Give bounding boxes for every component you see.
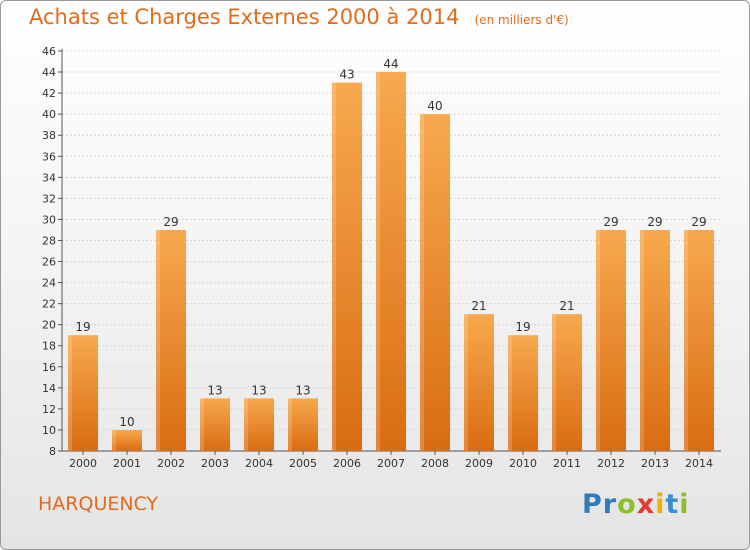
bar-highlight (68, 335, 72, 451)
bar-2014 (684, 229, 714, 451)
y-tick-label: 44 (42, 66, 56, 79)
bar-2004 (244, 398, 274, 451)
x-tick-label-2001: 2001 (113, 457, 141, 470)
x-tick-label-2011: 2011 (553, 457, 581, 470)
bar-2013 (640, 229, 670, 451)
y-tick-label: 38 (42, 129, 56, 142)
bar-highlight (596, 229, 600, 451)
y-tick-label: 12 (42, 403, 56, 416)
data-label-2011: 21 (559, 299, 574, 313)
bar-highlight (684, 229, 688, 451)
y-tick-label: 22 (42, 298, 56, 311)
x-tick-label-2008: 2008 (421, 457, 449, 470)
bar-highlight (640, 229, 644, 451)
data-label-2014: 29 (691, 215, 706, 229)
x-tick-label-2002: 2002 (157, 457, 185, 470)
x-tick-label-2006: 2006 (333, 457, 361, 470)
data-label-2008: 40 (427, 99, 442, 113)
bar-2000 (68, 335, 98, 451)
data-label-2012: 29 (603, 215, 618, 229)
commune-name: HARQUENCY (38, 493, 159, 515)
bar-highlight (112, 429, 116, 451)
y-tick-label: 36 (42, 150, 56, 163)
data-label-2013: 29 (647, 215, 662, 229)
x-tick-label-2013: 2013 (641, 457, 669, 470)
bar-highlight (552, 314, 556, 451)
bar-2007 (376, 72, 406, 451)
y-tick-label: 16 (42, 361, 56, 374)
data-labels: 19 10 29 13 13 13 43 44 40 21 19 21 29 29 29 (75, 57, 706, 429)
bar-highlight (420, 114, 424, 451)
data-label-2004: 13 (251, 383, 266, 397)
y-tick-label: 20 (42, 319, 56, 332)
bar-highlight (156, 229, 160, 451)
x-tick-label-2003: 2003 (201, 457, 229, 470)
y-tick-label: 30 (42, 213, 56, 226)
data-label-2005: 13 (295, 383, 310, 397)
data-label-2010: 19 (515, 320, 530, 334)
bar-2009 (464, 314, 494, 451)
chart-title: Achats et Charges Externes 2000 à 2014 (… (29, 5, 569, 29)
data-label-2000: 19 (75, 320, 90, 334)
x-tick-label-2007: 2007 (377, 457, 405, 470)
bar-2012 (596, 229, 626, 451)
bar-highlight (288, 398, 292, 451)
y-tick-label: 28 (42, 234, 56, 247)
bar-highlight (332, 82, 336, 451)
bar-highlight (376, 72, 380, 451)
y-tick-label: 26 (42, 256, 56, 269)
x-tick-label-2004: 2004 (245, 457, 273, 470)
logo-letter: P (582, 489, 603, 520)
x-tick-label-2012: 2012 (597, 457, 625, 470)
bar-highlight (508, 335, 512, 451)
data-label-2009: 21 (471, 299, 486, 313)
y-tick-label: 18 (42, 340, 56, 353)
unit-note: (en milliers d'€) (474, 13, 569, 27)
bar-2002 (156, 229, 186, 451)
bar-2008 (420, 114, 450, 451)
bar-2003 (200, 398, 230, 451)
logo-letter: i (679, 489, 690, 520)
y-tick-label: 8 (49, 445, 56, 458)
bar-2001 (112, 429, 142, 451)
logo-letter: t (665, 489, 680, 520)
bar-2011 (552, 314, 582, 451)
bar-highlight (244, 398, 248, 451)
title-text: Achats et Charges Externes 2000 à 2014 (29, 5, 460, 29)
y-tick-label: 42 (42, 87, 56, 100)
logo-letter: o (617, 489, 637, 520)
logo-letter: r (602, 489, 618, 520)
y-tick-label: 14 (42, 382, 56, 395)
x-tick-label-2005: 2005 (289, 457, 317, 470)
bar-2005 (288, 398, 318, 451)
x-tick-labels: 2000 2001 2002 2003 2004 2005 2006 2007 2008 2009… (69, 451, 713, 470)
y-tick-label: 32 (42, 192, 56, 205)
y-tick-label: 34 (42, 171, 56, 184)
y-tick-label: 24 (42, 277, 56, 290)
y-tick-labels: 8 10 12 14 16 18 20 22 24 26 28 30 32 34 36 38 40 42 44 46 (42, 45, 62, 458)
data-label-2002: 29 (163, 215, 178, 229)
x-tick-label-2010: 2010 (509, 457, 537, 470)
logo-letter: i (655, 489, 666, 520)
y-tick-label: 10 (42, 424, 56, 437)
y-tick-label: 40 (42, 108, 56, 121)
data-label-2001: 10 (119, 415, 134, 429)
bar-highlight (200, 398, 204, 451)
bar-2010 (508, 335, 538, 451)
data-label-2007: 44 (383, 57, 398, 71)
x-tick-label-2009: 2009 (465, 457, 493, 470)
logo-letter: x (636, 489, 656, 520)
data-label-2006: 43 (339, 68, 354, 82)
proxiti-logo: Proxiti (582, 489, 690, 520)
y-tick-label: 46 (42, 45, 56, 58)
bar-highlight (464, 314, 468, 451)
x-tick-label-2000: 2000 (69, 457, 97, 470)
x-tick-label-2014: 2014 (685, 457, 713, 470)
bar-2006 (332, 82, 362, 451)
bars (68, 72, 714, 451)
data-label-2003: 13 (207, 383, 222, 397)
